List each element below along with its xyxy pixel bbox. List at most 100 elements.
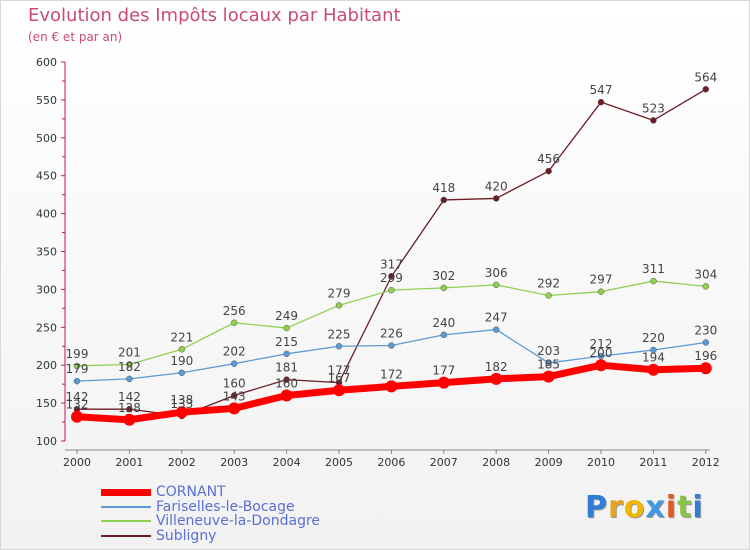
data-labels: 142 142 133 160 181 177 317 418 420 456 547 523 564 1… bbox=[66, 70, 718, 414]
y-tick-label: 500 bbox=[36, 132, 57, 145]
data-label: 138 bbox=[170, 393, 193, 407]
data-label: 160 bbox=[275, 377, 298, 391]
data-label: 302 bbox=[432, 269, 455, 283]
logo-letter: i bbox=[665, 490, 678, 525]
chart-title: Evolution des Impôts locaux par Habitant bbox=[28, 5, 401, 26]
data-label: 547 bbox=[590, 83, 613, 97]
data-point bbox=[542, 370, 555, 383]
data-point bbox=[650, 277, 657, 285]
data-point bbox=[333, 384, 345, 397]
data-label: 220 bbox=[642, 331, 665, 345]
y-tick-label: 100 bbox=[36, 435, 57, 448]
x-tick-label: 2008 bbox=[482, 456, 510, 469]
data-point bbox=[388, 286, 395, 294]
data-point bbox=[490, 372, 503, 385]
data-point bbox=[650, 346, 657, 354]
logo-letter: x bbox=[645, 490, 666, 525]
data-point bbox=[175, 406, 188, 419]
y-tick-label: 200 bbox=[36, 359, 57, 372]
data-point bbox=[699, 362, 712, 375]
data-label: 182 bbox=[485, 360, 508, 374]
x-tick-label: 2006 bbox=[377, 456, 405, 469]
legend-swatch bbox=[101, 520, 151, 522]
axes: 100 150 200 250 300 350 400 450 500 550 600 2000 200… bbox=[36, 56, 720, 469]
data-point bbox=[126, 375, 133, 383]
data-point bbox=[280, 389, 293, 402]
data-point bbox=[283, 376, 290, 383]
legend-swatch bbox=[101, 505, 151, 508]
y-tick-label: 400 bbox=[36, 208, 57, 221]
data-label: 160 bbox=[223, 377, 246, 391]
data-point bbox=[702, 339, 710, 346]
y-tick-label: 450 bbox=[36, 170, 57, 183]
data-point bbox=[230, 319, 238, 327]
data-label: 311 bbox=[642, 262, 665, 276]
data-point bbox=[440, 196, 448, 204]
data-label: 299 bbox=[380, 271, 403, 285]
legend-swatch bbox=[101, 488, 151, 496]
data-label: 128 bbox=[118, 401, 141, 415]
data-label: 190 bbox=[170, 354, 193, 368]
data-point bbox=[597, 352, 605, 360]
data-label: 142 bbox=[118, 390, 141, 404]
data-label: 167 bbox=[328, 371, 351, 385]
data-label: 200 bbox=[590, 346, 613, 360]
y-tick-label: 150 bbox=[36, 397, 57, 410]
data-point bbox=[545, 292, 552, 299]
data-point bbox=[492, 326, 500, 333]
data-point bbox=[126, 361, 133, 368]
data-label: 143 bbox=[223, 389, 246, 403]
x-tick-label: 2005 bbox=[325, 456, 353, 469]
data-label: 564 bbox=[694, 70, 717, 84]
data-point bbox=[283, 324, 290, 332]
y-tick-label: 350 bbox=[36, 246, 57, 259]
y-tick-label: 250 bbox=[36, 321, 57, 334]
data-point bbox=[650, 117, 657, 124]
legend-swatch bbox=[101, 534, 151, 537]
data-label: 201 bbox=[118, 345, 141, 359]
x-tick-label: 2004 bbox=[273, 456, 301, 469]
data-label: 226 bbox=[380, 326, 403, 340]
data-label: 317 bbox=[380, 258, 403, 272]
data-label: 133 bbox=[170, 397, 193, 411]
data-point bbox=[440, 284, 448, 292]
x-tick-label: 2000 bbox=[63, 456, 91, 469]
data-point bbox=[230, 360, 238, 367]
data-label: 247 bbox=[485, 311, 508, 325]
data-point bbox=[335, 302, 343, 309]
data-label: 240 bbox=[432, 316, 455, 330]
logo-letter: t bbox=[677, 490, 693, 525]
data-point bbox=[597, 98, 605, 106]
data-point bbox=[597, 288, 605, 295]
data-label: 306 bbox=[485, 266, 508, 280]
data-label: 230 bbox=[694, 323, 717, 337]
data-label: 297 bbox=[590, 273, 613, 287]
data-point bbox=[388, 342, 395, 349]
data-label: 249 bbox=[275, 309, 298, 323]
x-tick-label: 2003 bbox=[220, 456, 248, 469]
series-lines bbox=[71, 86, 712, 426]
data-label: 196 bbox=[694, 349, 717, 363]
x-tick-label: 2011 bbox=[639, 456, 667, 469]
proxiti-logo: Proxiti bbox=[585, 490, 704, 525]
data-point bbox=[73, 362, 81, 370]
data-point bbox=[71, 410, 83, 423]
data-label: 194 bbox=[642, 351, 665, 365]
y-tick-label: 600 bbox=[36, 56, 57, 69]
data-point bbox=[335, 343, 343, 350]
logo-letter: i bbox=[692, 490, 704, 525]
y-tick-label: 300 bbox=[36, 283, 57, 296]
data-label: 132 bbox=[66, 398, 89, 412]
logo-letter: P bbox=[585, 490, 608, 525]
data-point bbox=[123, 413, 136, 426]
data-label: 177 bbox=[328, 364, 351, 378]
data-label: 177 bbox=[432, 364, 455, 378]
data-point bbox=[230, 392, 238, 399]
data-point bbox=[178, 346, 186, 353]
data-label: 418 bbox=[432, 181, 455, 195]
data-point bbox=[702, 86, 710, 93]
x-tick-label: 2002 bbox=[168, 456, 196, 469]
data-point bbox=[283, 350, 290, 358]
logo-letter: o bbox=[623, 490, 646, 525]
data-label: 523 bbox=[642, 101, 665, 115]
